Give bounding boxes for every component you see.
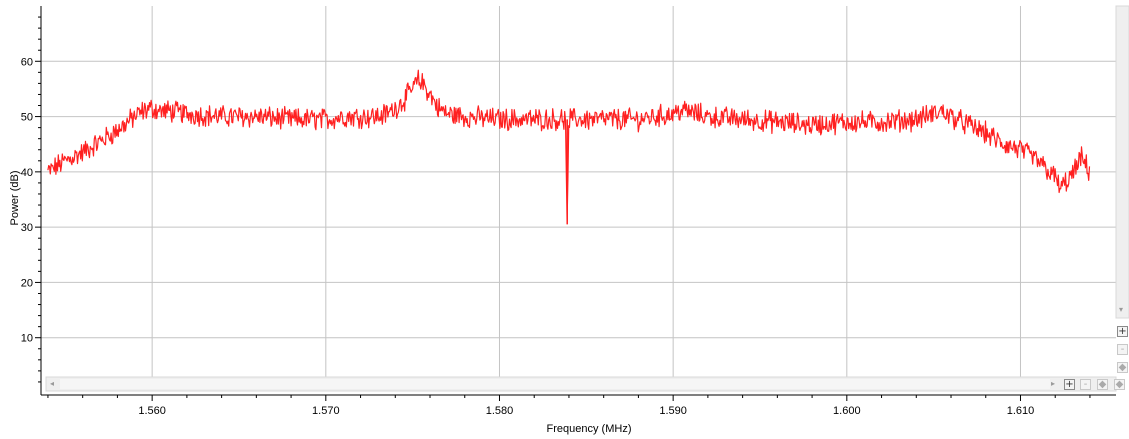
zoom-in-y-button[interactable]: + (1117, 326, 1128, 337)
scroll-down-arrow[interactable]: ▾ (1119, 305, 1124, 314)
series-layer (47, 69, 1091, 225)
grid (41, 6, 1116, 377)
x-tick-label: 1.570 (312, 405, 340, 417)
y-axis-title: Power (dB) (9, 170, 21, 225)
vertical-scrollbar[interactable] (1115, 5, 1129, 319)
scroll-right-arrow[interactable]: ▸ (1051, 379, 1056, 388)
y-tick-label: 50 (21, 112, 33, 124)
x-tick-label: 1.600 (833, 405, 861, 417)
y-tick-label: 60 (21, 56, 33, 68)
pan-xy-icon[interactable]: ◆ (1114, 379, 1125, 390)
pan-x-icon[interactable]: ◆ (1097, 379, 1108, 390)
zoom-out-y-button[interactable]: - (1117, 344, 1128, 355)
y-tick-label: 40 (21, 167, 33, 179)
x-tick-label: 1.590 (659, 405, 687, 417)
zoom-out-x-button[interactable]: - (1080, 379, 1091, 390)
horizontal-scrollbar-track[interactable] (60, 379, 1050, 389)
y-tick-label: 20 (21, 277, 33, 289)
ticks: 60 50 40 30 20 10 1.560 1.570 1.580 1.590 1.600 1.6… (21, 16, 1091, 417)
y-tick-label: 10 (21, 333, 33, 345)
x-tick-label: 1.580 (486, 405, 514, 417)
x-tick-label: 1.560 (138, 405, 166, 417)
y-tick-label: 30 (21, 222, 33, 234)
x-axis-title: Frequency (MHz) (547, 423, 632, 435)
x-tick-label: 1.610 (1007, 405, 1035, 417)
axes (40, 6, 1116, 396)
zoom-in-x-button[interactable]: + (1064, 379, 1075, 390)
scroll-left-arrow[interactable]: ◂ (50, 379, 55, 388)
power-series-line (47, 69, 1091, 222)
pan-y-icon[interactable]: ◆ (1117, 362, 1128, 373)
